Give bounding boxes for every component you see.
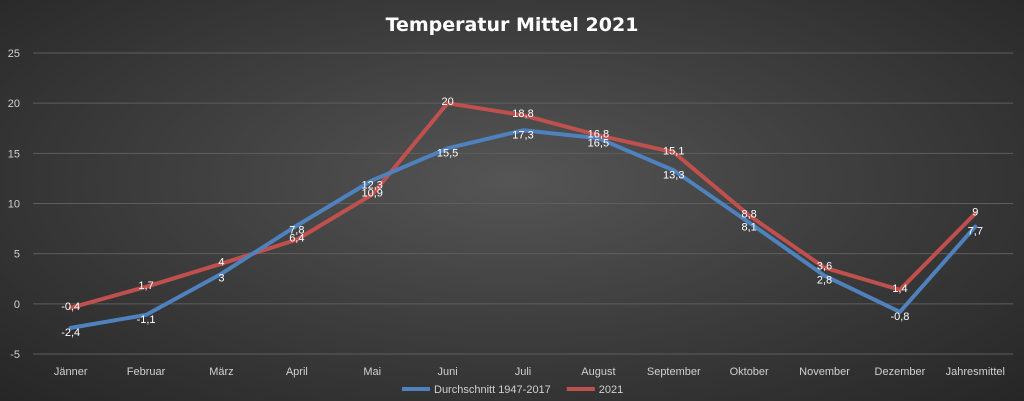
data-label: 8,1 <box>742 222 757 234</box>
x-tick-label: April <box>286 366 308 378</box>
y-tick-label: 15 <box>8 148 20 160</box>
data-label: 7,8 <box>289 225 304 237</box>
x-tick-label: August <box>581 366 615 378</box>
x-axis-ticks: Jänner Februar März April Mai Juni Juli August S… <box>54 366 1005 378</box>
legend: Durchschnitt 1947-2017 2021 <box>402 384 623 396</box>
data-label: 18,8 <box>512 108 533 120</box>
data-label: 1,7 <box>138 280 153 292</box>
data-label: 9 <box>972 207 978 219</box>
y-tick-label: 20 <box>8 98 20 110</box>
data-label: -0,4 <box>61 301 80 313</box>
x-tick-label: Jahresmittel <box>946 366 1005 378</box>
data-labels: -2,4 -1,1 3 7,8 12,3 15,5 17,3 16,5 13,3 8,1 2,8 -0… <box>61 96 983 339</box>
series-line <box>68 128 978 330</box>
legend-label: Durchschnitt 1947-2017 <box>434 384 551 396</box>
y-tick-label: 25 <box>8 48 20 60</box>
y-tick-label: -5 <box>10 349 20 361</box>
data-label: 13,3 <box>663 169 684 181</box>
data-label: 12,3 <box>362 179 383 191</box>
y-tick-label: 5 <box>14 249 20 261</box>
x-tick-label: Juni <box>438 366 458 378</box>
data-label: 15,1 <box>663 145 684 157</box>
data-label: -0,8 <box>890 311 909 323</box>
data-label: 7,7 <box>968 226 983 238</box>
data-label: 3 <box>218 273 224 285</box>
data-label: 16,5 <box>588 137 609 149</box>
series-line <box>68 101 978 310</box>
legend-label: 2021 <box>599 384 623 396</box>
data-label: 6,4 <box>289 233 304 245</box>
x-tick-label: September <box>647 366 701 378</box>
data-label: 20 <box>441 96 453 108</box>
y-tick-label: 10 <box>8 199 20 211</box>
x-tick-label: März <box>209 366 233 378</box>
data-label: 15,5 <box>437 147 458 159</box>
x-tick-label: Jänner <box>54 366 88 378</box>
data-label: 2,8 <box>817 275 832 287</box>
data-label: 10,9 <box>362 187 383 199</box>
x-tick-label: Juli <box>515 366 532 378</box>
x-tick-label: Dezember <box>875 366 926 378</box>
data-label: 8,8 <box>742 209 757 221</box>
x-tick-label: Februar <box>127 366 166 378</box>
x-tick-label: Oktober <box>730 366 769 378</box>
chart-title: Temperatur Mittel 2021 <box>386 14 639 36</box>
data-label: -2,4 <box>61 327 80 339</box>
x-tick-label: November <box>799 366 850 378</box>
y-axis-ticks: -5 0 5 10 15 20 25 <box>8 48 20 361</box>
gridlines <box>33 52 1013 355</box>
data-label: 17,3 <box>512 129 533 141</box>
data-label: 3,6 <box>817 261 832 273</box>
data-label: 4 <box>218 257 224 269</box>
data-label: -1,1 <box>137 314 156 326</box>
data-label: 16,8 <box>588 128 609 140</box>
data-label: 1,4 <box>892 283 907 295</box>
series-lines <box>68 101 978 330</box>
x-tick-label: Mai <box>363 366 381 378</box>
y-tick-label: 0 <box>14 299 20 311</box>
